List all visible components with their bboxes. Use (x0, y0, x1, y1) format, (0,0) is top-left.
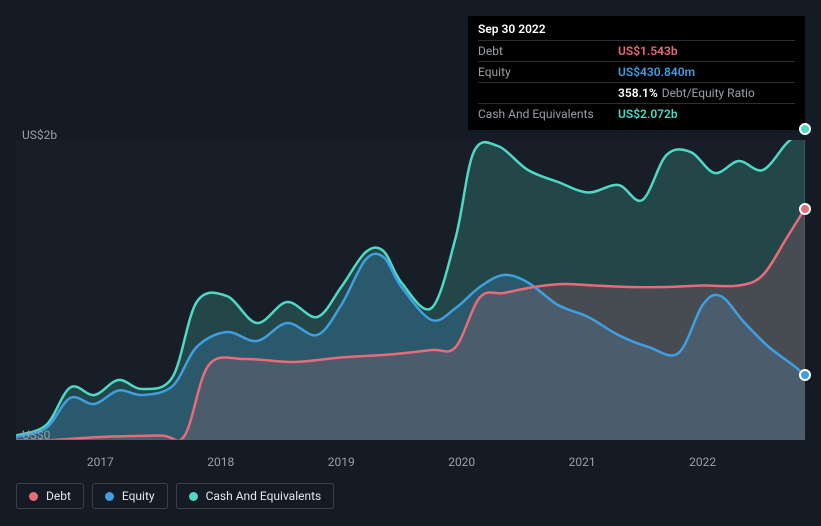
legend: Debt Equity Cash And Equivalents (16, 483, 334, 509)
y-tick-label: US$2b (22, 128, 57, 142)
chart-root: US$2b US$0 2017 2018 2019 2020 2021 2022 Sep 3… (0, 0, 821, 526)
legend-label: Cash And Equivalents (206, 489, 322, 503)
tooltip-value: US$1.543b (618, 41, 795, 62)
tooltip-key (478, 83, 618, 104)
tooltip-row: 358.1%Debt/Equity Ratio (478, 83, 795, 104)
legend-label: Equity (122, 489, 155, 503)
hover-marker-equity (799, 369, 811, 381)
tooltip-value: US$430.840m (618, 62, 795, 83)
tooltip-key: Equity (478, 62, 618, 83)
tooltip-row: Equity US$430.840m (478, 62, 795, 83)
legend-swatch-icon (29, 492, 38, 501)
tooltip-key: Debt (478, 41, 618, 62)
tooltip-row: Cash And Equivalents US$2.072b (478, 104, 795, 125)
tooltip-title: Sep 30 2022 (478, 22, 795, 36)
y-tick-label: US$0 (22, 428, 50, 442)
x-tick-label: 2020 (448, 455, 475, 469)
x-tick-label: 2018 (207, 455, 234, 469)
x-tick-label: 2019 (328, 455, 355, 469)
legend-item-debt[interactable]: Debt (16, 483, 84, 509)
legend-swatch-icon (105, 492, 114, 501)
x-tick-label: 2017 (87, 455, 114, 469)
tooltip-row: Debt US$1.543b (478, 41, 795, 62)
tooltip-table: Debt US$1.543bEquity US$430.840m 358.1%D… (478, 40, 795, 124)
tooltip-key: Cash And Equivalents (478, 104, 618, 125)
legend-label: Debt (46, 489, 71, 503)
tooltip-value: 358.1%Debt/Equity Ratio (618, 83, 795, 104)
x-tick-label: 2022 (689, 455, 716, 469)
legend-item-equity[interactable]: Equity (92, 483, 168, 509)
tooltip-value: US$2.072b (618, 104, 795, 125)
hover-marker-cash (799, 123, 811, 135)
plot-area[interactable] (16, 140, 805, 440)
legend-item-cash[interactable]: Cash And Equivalents (176, 483, 335, 509)
x-tick-label: 2021 (569, 455, 596, 469)
hover-tooltip: Sep 30 2022 Debt US$1.543bEquity US$430.… (468, 16, 805, 130)
hover-marker-debt (799, 203, 811, 215)
legend-swatch-icon (189, 492, 198, 501)
